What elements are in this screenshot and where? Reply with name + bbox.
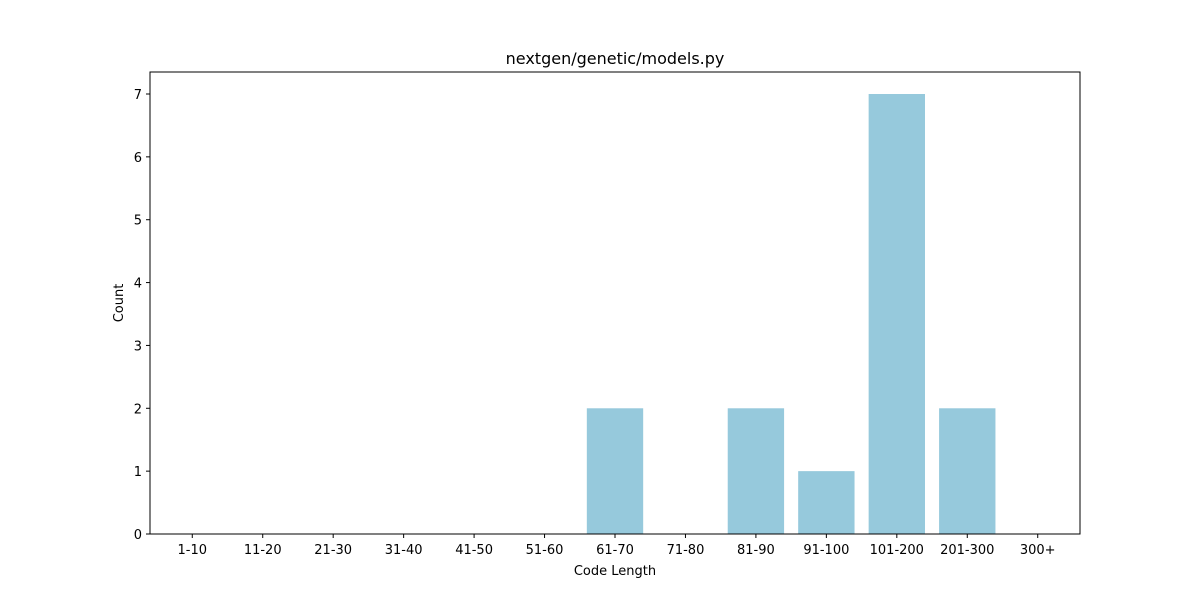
chart-title: nextgen/genetic/models.py [506, 49, 725, 68]
bars-layer [586, 94, 996, 534]
x-tick-label: 51-60 [526, 543, 564, 558]
x-axis-label: Code Length [574, 564, 656, 579]
y-tick-label: 3 [134, 339, 142, 354]
y-tick-label: 1 [134, 465, 142, 480]
x-tick-label: 71-80 [667, 543, 705, 558]
bar-201-300 [939, 408, 996, 534]
x-tick-label: 61-70 [596, 543, 634, 558]
y-axis: 0 1 2 3 4 5 6 7 [134, 88, 150, 543]
bar-91-100 [798, 471, 855, 534]
x-tick-label: 300+ [1020, 543, 1056, 558]
x-tick-label: 31-40 [385, 543, 423, 558]
y-tick-label: 7 [134, 88, 142, 103]
x-tick-label: 91-100 [803, 543, 849, 558]
y-tick-label: 4 [134, 277, 142, 292]
x-axis: 1-10 11-20 21-30 31-40 41-50 51-60 61-70 71-80 8… [178, 534, 1056, 558]
x-tick-label: 1-10 [178, 543, 208, 558]
x-tick-label: 201-300 [940, 543, 994, 558]
y-tick-label: 0 [134, 528, 142, 543]
bar-61-70 [586, 408, 644, 534]
x-tick-label: 11-20 [244, 543, 282, 558]
y-tick-label: 2 [134, 402, 142, 417]
bar-81-90 [727, 408, 785, 534]
x-tick-label: 81-90 [737, 543, 775, 558]
y-tick-label: 5 [134, 214, 142, 229]
y-axis-label: Count [112, 284, 127, 323]
x-tick-label: 41-50 [455, 543, 493, 558]
bar-101-200 [868, 94, 925, 534]
x-tick-label: 21-30 [314, 543, 352, 558]
y-tick-label: 6 [134, 151, 142, 166]
x-tick-label: 101-200 [870, 543, 924, 558]
